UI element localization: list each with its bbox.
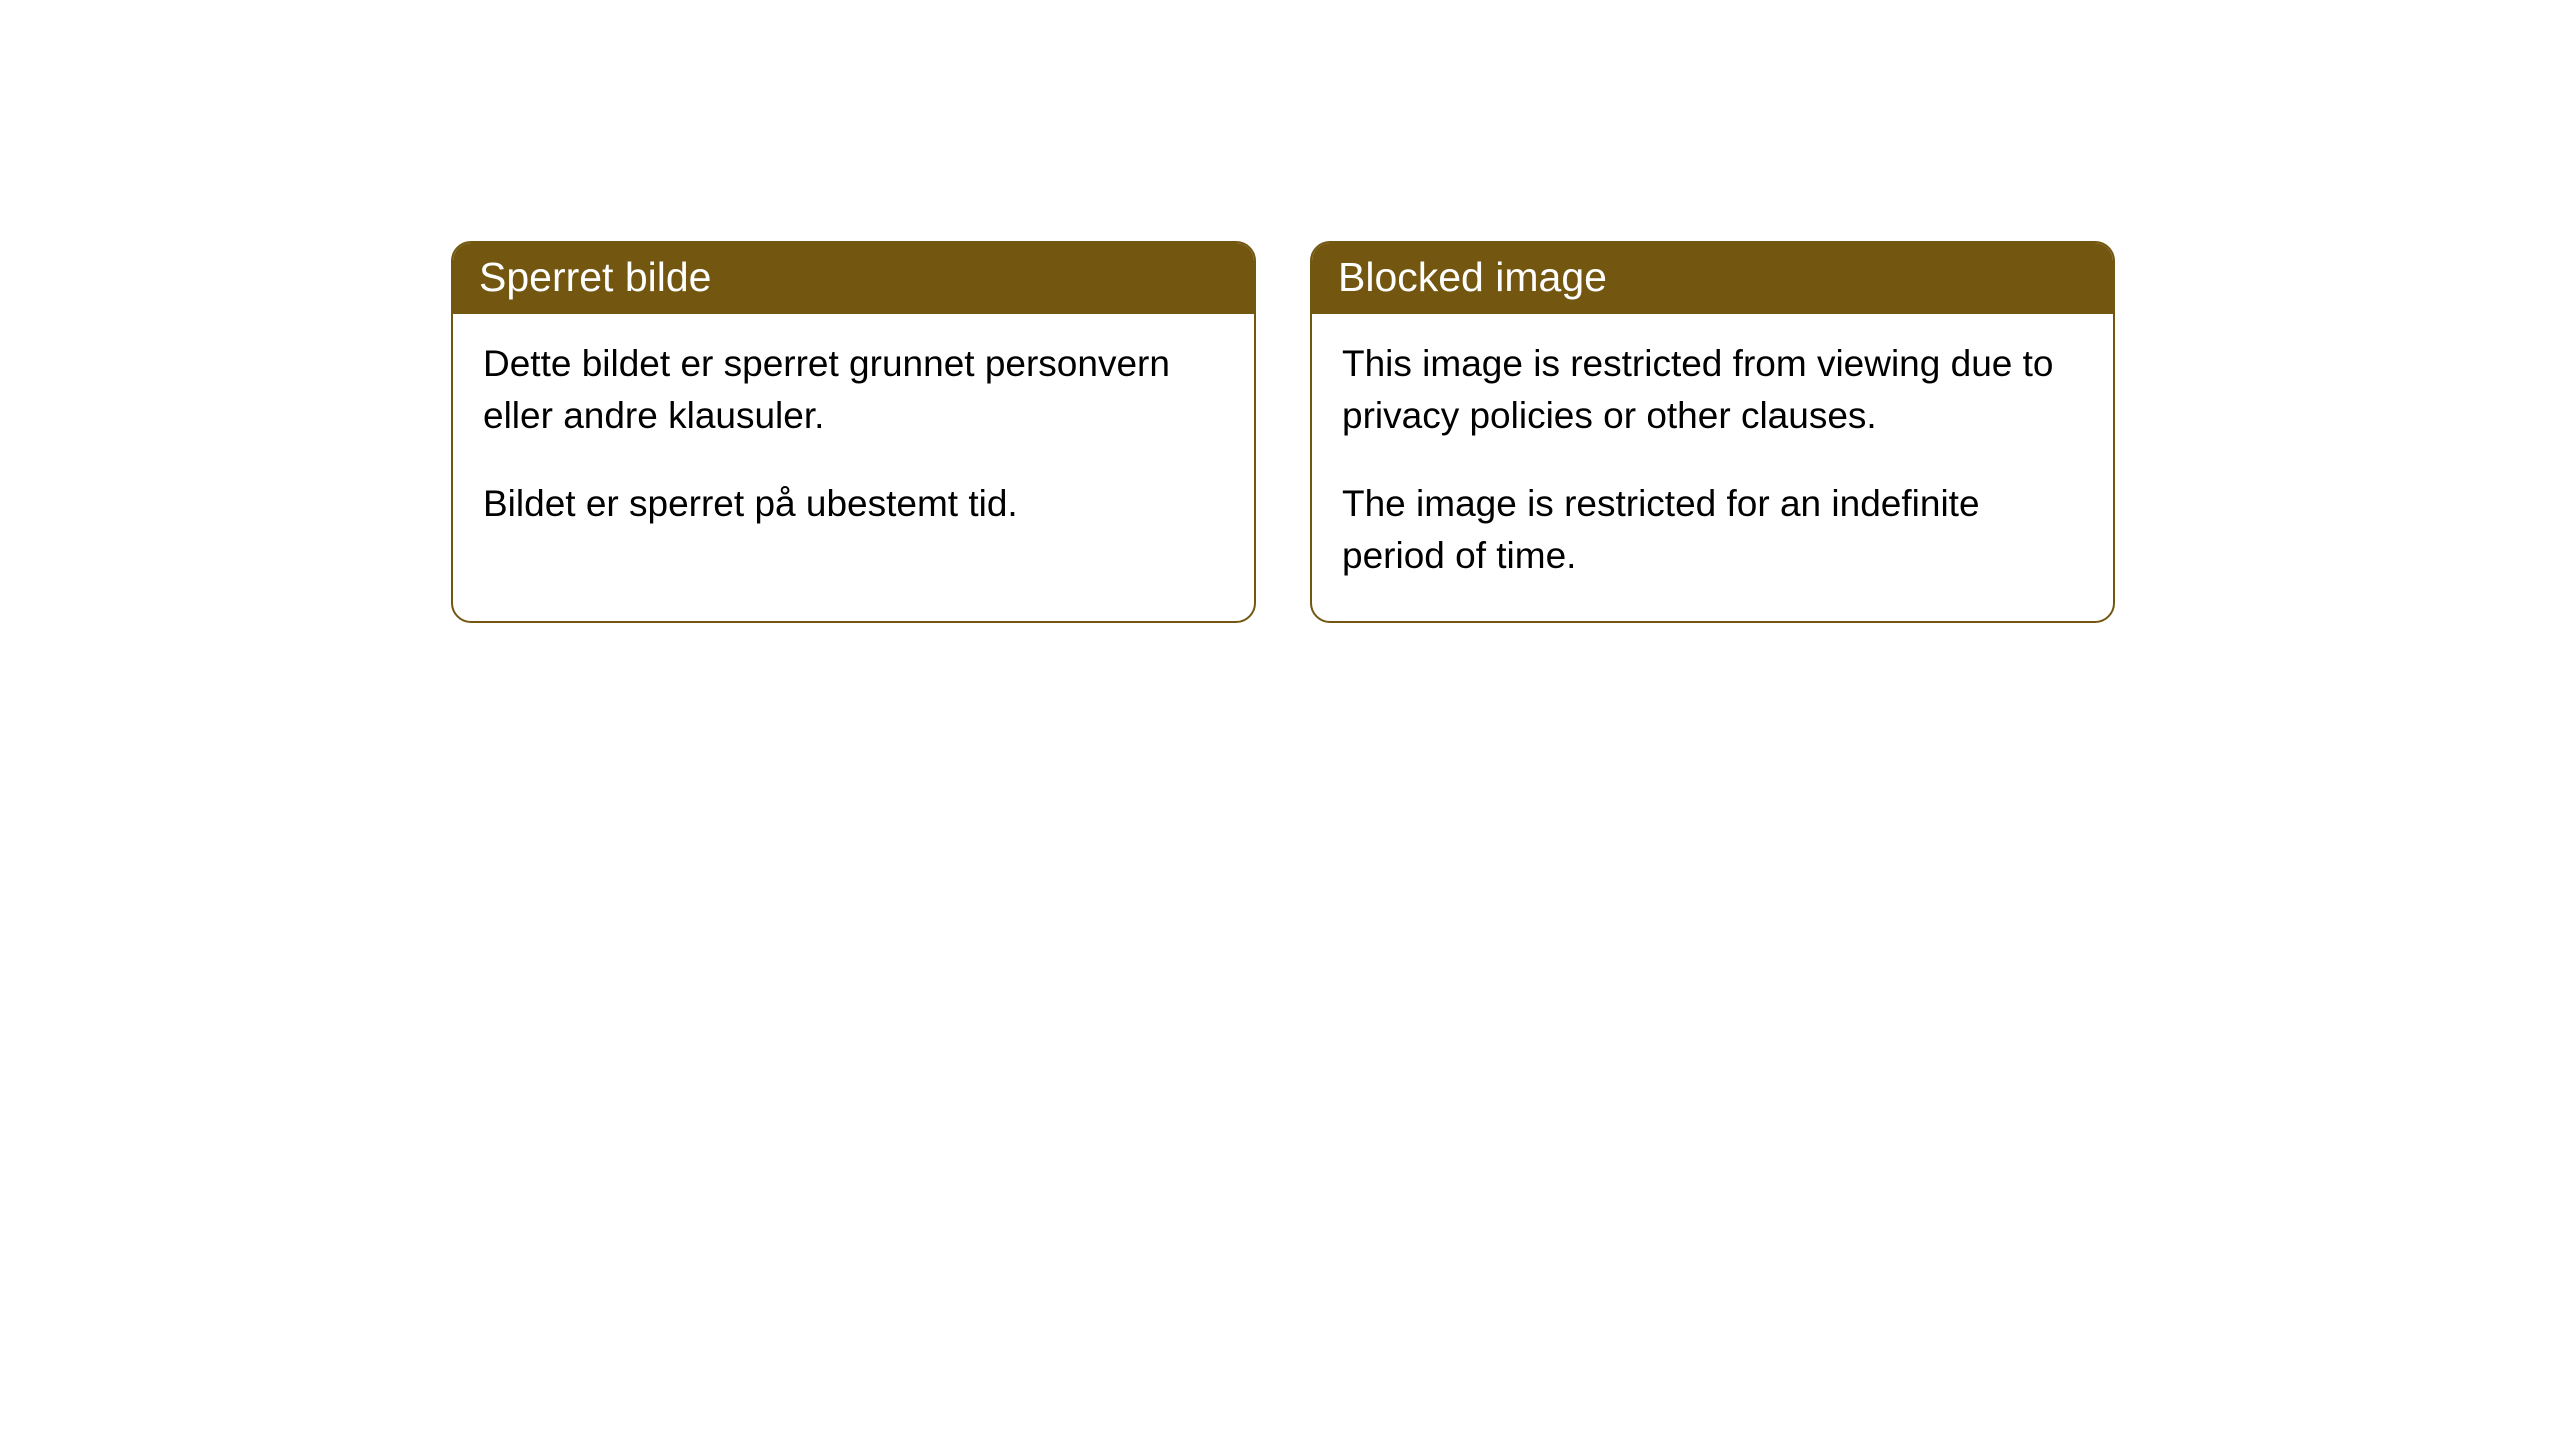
card-title: Blocked image — [1338, 253, 2087, 302]
card-paragraph: This image is restricted from viewing du… — [1342, 338, 2083, 442]
card-title: Sperret bilde — [479, 253, 1228, 302]
card-body: Dette bildet er sperret grunnet personve… — [453, 314, 1254, 569]
card-header: Blocked image — [1312, 243, 2113, 314]
info-cards-container: Sperret bilde Dette bildet er sperret gr… — [451, 241, 2115, 623]
blocked-image-card-en: Blocked image This image is restricted f… — [1310, 241, 2115, 623]
card-body: This image is restricted from viewing du… — [1312, 314, 2113, 621]
card-paragraph: Bildet er sperret på ubestemt tid. — [483, 478, 1224, 530]
blocked-image-card-no: Sperret bilde Dette bildet er sperret gr… — [451, 241, 1256, 623]
card-paragraph: The image is restricted for an indefinit… — [1342, 478, 2083, 582]
card-paragraph: Dette bildet er sperret grunnet personve… — [483, 338, 1224, 442]
card-header: Sperret bilde — [453, 243, 1254, 314]
